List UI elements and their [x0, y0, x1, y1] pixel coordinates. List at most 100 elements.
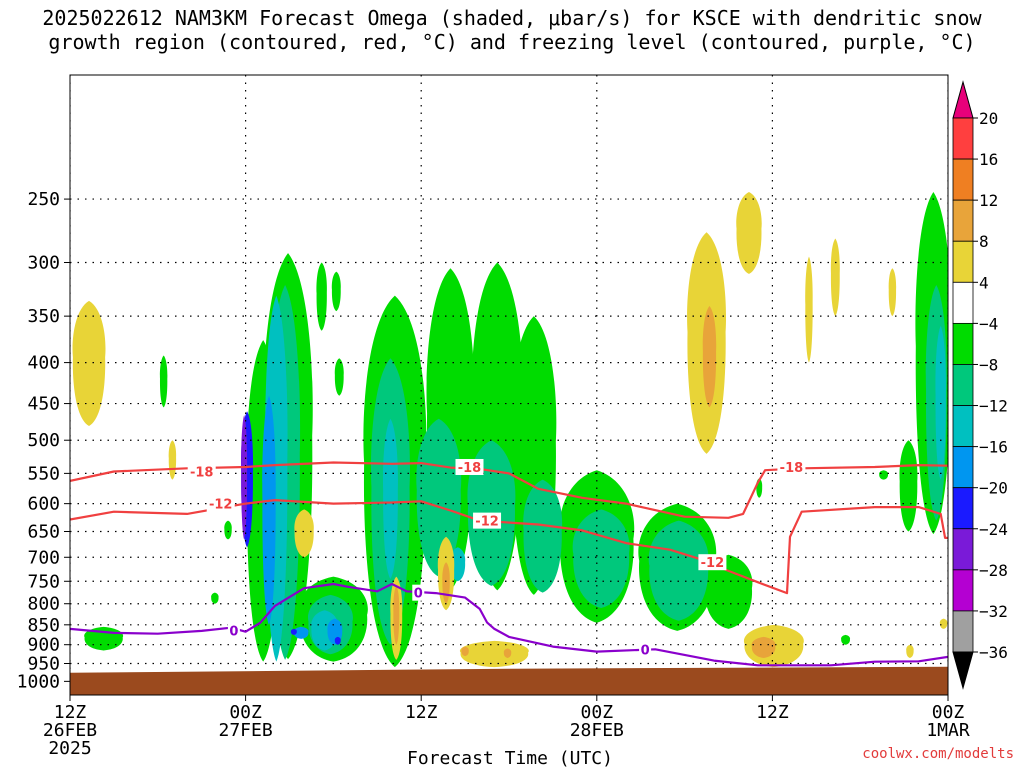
contour-label-bg	[777, 458, 806, 475]
contour-label-bg	[187, 463, 216, 480]
x-tick-label: 12Z	[54, 702, 87, 723]
watermark: coolwx.com/modelts	[862, 746, 1014, 762]
x-tick-label: 00Z	[581, 702, 614, 723]
contours: -18 -18 -18 -12 -12 -12 0 0 0	[70, 458, 948, 667]
y-tick-label: 750	[27, 571, 60, 592]
omega-region	[461, 646, 469, 657]
y-tick-label: 1000	[17, 671, 60, 692]
x-tick-label: 12Z	[405, 702, 438, 723]
omega-region	[382, 418, 398, 579]
contour-label: 0	[414, 587, 423, 602]
omega-region	[159, 355, 168, 408]
contour-label: -12	[701, 556, 725, 571]
colorbar-swatch	[952, 281, 974, 324]
colorbar-over-arrow	[952, 80, 974, 119]
y-tick-label: 500	[27, 430, 60, 451]
colorbar-swatch	[952, 528, 974, 571]
omega-region	[572, 509, 630, 609]
omega-region	[935, 325, 946, 480]
plot-frame	[69, 74, 949, 696]
x-tick-label: 1MAR	[926, 720, 970, 741]
omega-region	[702, 306, 717, 408]
dgz-contour-line	[70, 499, 948, 595]
colorbar-swatch	[952, 405, 974, 448]
colorbar-swatch	[952, 117, 974, 160]
colorbar-swatch	[952, 158, 974, 201]
contour-label: -12	[209, 498, 233, 513]
omega-region	[830, 238, 840, 317]
omega-region	[416, 418, 462, 577]
colorbar-label: 20	[979, 109, 998, 128]
colorbar-label: 12	[979, 191, 998, 210]
omega-region	[523, 479, 563, 593]
omega-region	[331, 271, 341, 312]
colorbar-swatch	[952, 322, 974, 365]
omega-region	[72, 300, 106, 427]
y-tick-label: 650	[27, 521, 60, 542]
colorbar-label: 16	[979, 150, 998, 169]
colorbar-label: −24	[979, 520, 1008, 539]
y-tick-label: 850	[27, 615, 60, 636]
omega-region	[751, 636, 776, 658]
colorbar-label: 8	[979, 232, 989, 251]
contour-label-bg	[473, 512, 502, 529]
omega-region	[939, 618, 948, 629]
colorbar-label: −8	[979, 355, 998, 374]
x-axis-label: Forecast Time (UTC)	[407, 748, 613, 768]
colorbar-swatch	[952, 199, 974, 242]
colorbar-swatch	[952, 446, 974, 489]
contour-label: -18	[190, 465, 214, 480]
contour-label-bg	[206, 495, 235, 512]
omega-region	[503, 648, 512, 658]
contour-label-bg	[412, 584, 425, 601]
dgz-contour-line	[70, 461, 948, 519]
omega-region	[334, 358, 344, 396]
contour-label: -12	[475, 515, 499, 530]
x-tick-label: 28FEB	[570, 720, 624, 741]
x-tick-label: 26FEB	[43, 720, 97, 741]
x-tick-label: 00Z	[932, 702, 965, 723]
chart-title-line-2: growth region (contoured, red, °C) and f…	[48, 30, 976, 54]
omega-region	[879, 470, 889, 480]
colorbar: 20 16 12 8 4 −4 −8 −12 −16 −20 −24 −28 −32 −36	[952, 80, 1008, 690]
y-tick-label: 550	[27, 463, 60, 484]
omega-region	[704, 554, 753, 629]
omega-region	[906, 644, 914, 658]
terrain-fill	[70, 666, 948, 695]
y-tick-label: 600	[27, 494, 60, 515]
omega-region	[211, 592, 219, 604]
y-tick-label: 250	[27, 189, 60, 210]
omega-region	[316, 262, 327, 331]
omega-region	[805, 256, 813, 363]
colorbar-label: −20	[979, 479, 1008, 498]
colorbar-under-arrow	[952, 651, 974, 690]
y-axis: 2503003504004505005506006507007508008509…	[17, 189, 70, 692]
colorbar-label: −4	[979, 314, 998, 333]
colorbar-swatch	[952, 569, 974, 612]
omega-region	[290, 628, 297, 635]
y-tick-label: 400	[27, 353, 60, 374]
omega-region	[224, 520, 232, 540]
colorbar-label: −28	[979, 561, 1008, 580]
contour-label-bg	[639, 641, 652, 658]
chart-title-line-1: 2025022612 NAM3KM Forecast Omega (shaded…	[42, 6, 982, 30]
contour-label-bg	[227, 622, 240, 639]
colorbar-swatch	[952, 364, 974, 406]
colorbar-label: −12	[979, 397, 1008, 416]
colorbar-label: −32	[979, 602, 1008, 621]
omega-region	[841, 634, 851, 645]
omega-region	[293, 626, 309, 639]
omega-region	[393, 585, 400, 645]
x-tick-label: 12Z	[756, 702, 789, 723]
contour-label-bg	[698, 554, 727, 571]
omega-region	[241, 414, 248, 540]
contour-label: 0	[229, 625, 238, 640]
omega-region	[334, 636, 341, 645]
omega-region	[888, 268, 897, 317]
omega-region	[899, 440, 918, 532]
colorbar-label: −16	[979, 438, 1008, 457]
x-tick-label: 2025	[48, 738, 91, 759]
colorbar-label: −36	[979, 643, 1008, 662]
colorbar-swatch	[952, 240, 974, 283]
